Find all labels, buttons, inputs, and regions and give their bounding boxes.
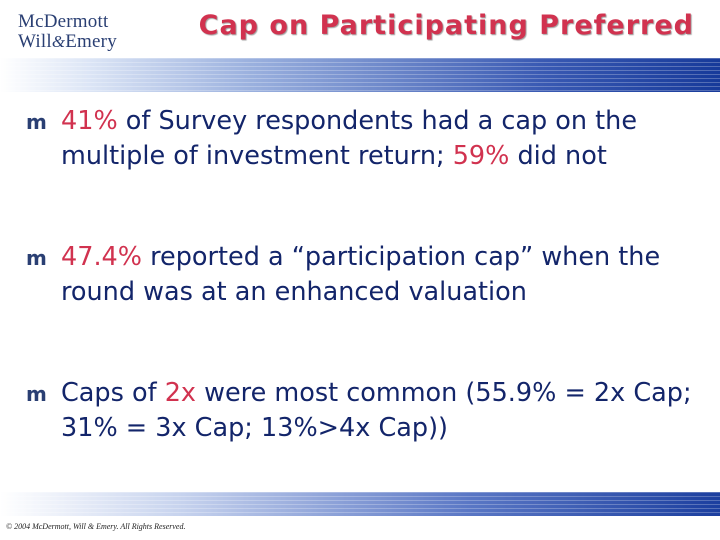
logo-word-emery: Emery [65, 31, 117, 52]
bullet-text-part: reported a “participation cap” when the … [61, 242, 661, 307]
bullet-text-part: were most common (55.9% = 2x Cap; 31% = … [61, 378, 692, 443]
bullet-text-part: did not [509, 141, 607, 171]
header-band-stripes [0, 58, 720, 92]
logo-line1: McDermott [18, 11, 109, 32]
copyright-notice: © 2004 McDermott, Will & Emery. All Righ… [6, 522, 186, 531]
bullet-text-part: of Survey respondents had a cap on the m… [61, 106, 638, 171]
logo: McDermott Will&Emery [18, 12, 138, 52]
header-band [0, 58, 720, 92]
footer-band [0, 492, 720, 516]
bullet-marker-icon: m [26, 382, 47, 406]
bullet-marker-icon: m [26, 110, 47, 134]
highlight-value: 41% [61, 106, 118, 136]
bullet-text: Caps of 2x were most common (55.9% = 2x … [61, 376, 701, 446]
highlight-value: 2x [164, 378, 197, 408]
logo-word-will: Will [18, 31, 52, 52]
bullet-marker-icon: m [26, 246, 47, 270]
footer-band-stripes [0, 492, 720, 516]
logo-line2: Will&Emery [18, 32, 138, 52]
slide-title: Cap on Participating Preferred [198, 10, 694, 41]
highlight-value: 59% [452, 141, 510, 171]
bullet-text: 47.4% reported a “participation cap” whe… [61, 240, 701, 310]
highlight-value: 47.4% [61, 242, 143, 272]
logo-ampersand: & [51, 32, 66, 51]
bullet-text: 41% of Survey respondents had a cap on t… [61, 104, 701, 174]
bullet-text-part: Caps of [61, 378, 165, 408]
